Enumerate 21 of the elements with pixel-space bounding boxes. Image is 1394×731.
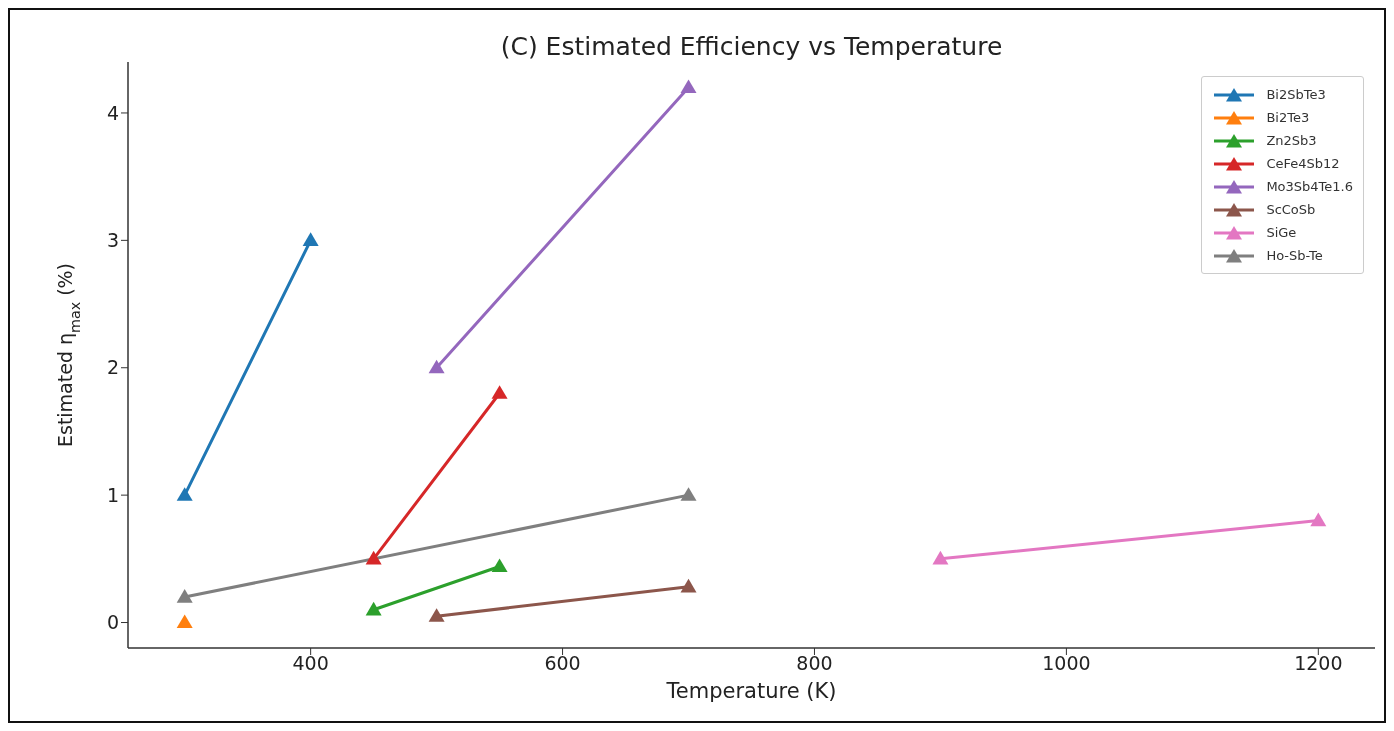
legend-label: Mo3Sb4Te1.6: [1266, 179, 1353, 194]
point: [176, 614, 193, 629]
chart-title: (C) Estimated Efficiency vs Temperature: [499, 32, 1004, 61]
legend-label: Bi2SbTe3: [1266, 87, 1326, 102]
x-tick-label: 800: [796, 652, 833, 675]
legend-label: ScCoSb: [1266, 202, 1316, 217]
x-tick-label: 1200: [1294, 652, 1343, 675]
legend-label: Bi2Te3: [1266, 110, 1310, 125]
x-axis-title: Temperature (K): [665, 679, 837, 703]
legend-label: SiGe: [1266, 225, 1297, 240]
y-tick-label: 3: [106, 229, 119, 252]
legend-label: Ho-Sb-Te: [1266, 248, 1323, 263]
y-tick-label: 4: [106, 101, 119, 124]
x-tick-label: 400: [292, 652, 329, 675]
x-tick-label: 1000: [1042, 652, 1091, 675]
legend-label: CeFe4Sb12: [1266, 156, 1340, 171]
y-tick-label: 0: [106, 611, 119, 634]
y-tick-label: 1: [106, 483, 119, 506]
legend-label: Zn2Sb3: [1266, 133, 1317, 148]
x-tick-label: 600: [544, 652, 581, 675]
y-tick-label: 2: [106, 356, 119, 379]
